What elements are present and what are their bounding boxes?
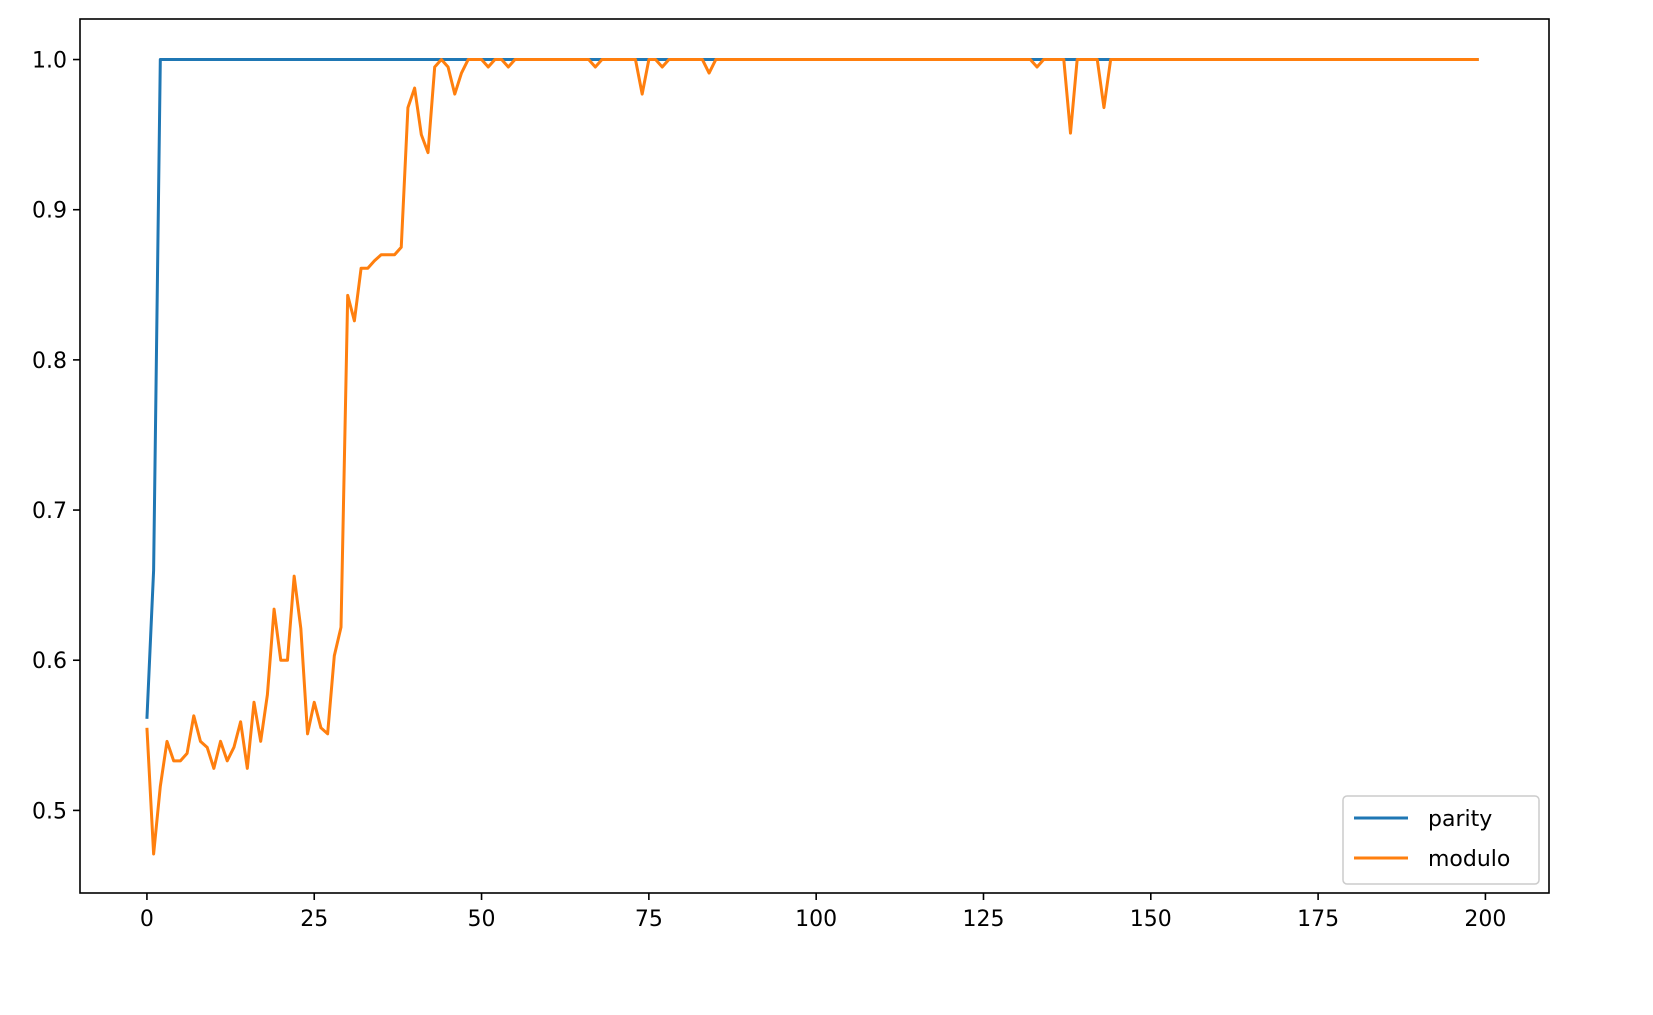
x-tick-label: 50 [468,907,496,932]
x-tick-label: 150 [1130,907,1172,932]
y-tick-label: 1.0 [32,49,67,74]
series-layer [145,58,1479,856]
x-tick-label: 25 [300,907,328,932]
y-tick-label: 0.8 [32,349,67,374]
x-tick-label: 100 [795,907,837,932]
x-tick-label: 0 [140,907,154,932]
series-line-modulo [145,58,1479,856]
y-tick-label: 0.9 [32,199,67,224]
x-tick-label: 125 [962,907,1004,932]
y-tick-label: 0.5 [32,799,67,824]
axes-layer: 0 25 50 75 100 125 150 175 200 0.5 0.6 0.7 0.8 0.9 1.0 [32,18,1550,932]
x-tick-label: 175 [1297,907,1339,932]
x-tick-label: 200 [1464,907,1506,932]
y-tick-label: 0.6 [32,649,67,674]
plot-frame [79,18,1550,894]
legend-label-parity: parity [1428,807,1492,832]
legend: parity modulo [1342,795,1540,885]
y-tick-label: 0.7 [32,499,67,524]
legend-label-modulo: modulo [1428,847,1510,872]
x-tick-label: 75 [635,907,663,932]
